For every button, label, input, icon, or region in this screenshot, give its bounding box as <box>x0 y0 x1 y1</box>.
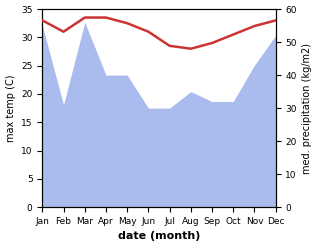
Y-axis label: max temp (C): max temp (C) <box>5 74 16 142</box>
X-axis label: date (month): date (month) <box>118 231 200 242</box>
Y-axis label: med. precipitation (kg/m2): med. precipitation (kg/m2) <box>302 43 313 174</box>
